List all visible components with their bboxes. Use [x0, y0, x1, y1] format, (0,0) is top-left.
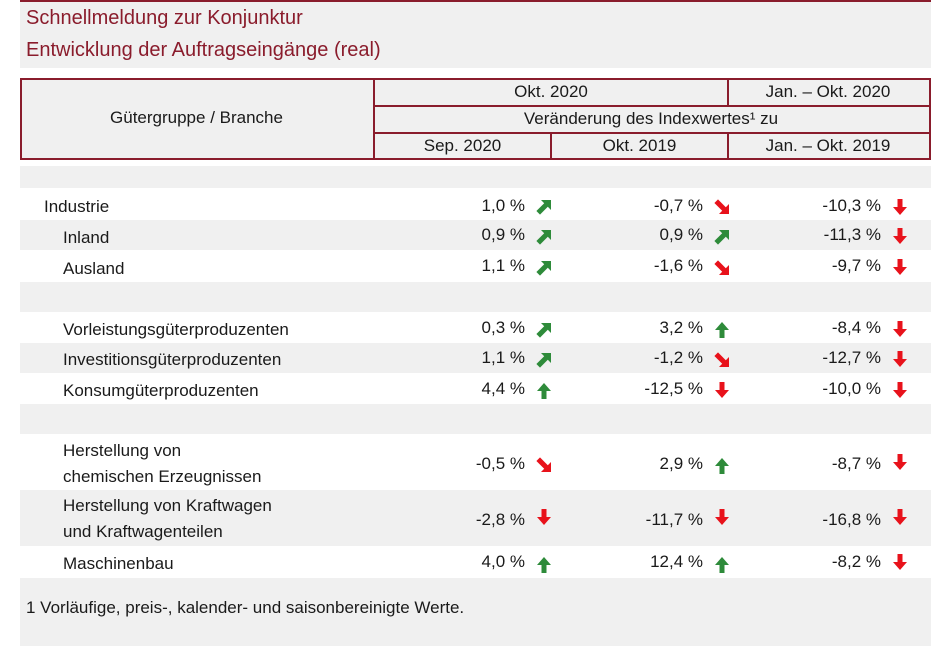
- header-divider: [373, 132, 929, 134]
- value-prev-cumulative: -8,4 %: [831, 318, 881, 337]
- table-row: Inland 0,9 % 0,9 % -11,3 %: [20, 220, 931, 250]
- value-prev-cumulative: -11,3 %: [823, 225, 881, 244]
- arrow-down-right-icon: [535, 456, 553, 474]
- header-col-prev-month: Sep. 2020: [423, 136, 502, 155]
- table-row: Industrie 1,0 % -0,7 % -10,3 %: [20, 193, 931, 219]
- header-period-current: Okt. 2020: [514, 82, 588, 101]
- table-row: Ausland 1,1 % -1,6 % -9,7 %: [20, 251, 931, 281]
- value-prev-cumulative: -8,7 %: [831, 454, 881, 473]
- header-divider: [727, 78, 729, 106]
- value-prev-year: -12,5 %: [644, 379, 703, 398]
- row-label-line2: und Kraftwagenteilen: [63, 522, 223, 541]
- header-change-caption: Veränderung des Indexwertes¹ zu: [523, 109, 779, 128]
- value-prev-month: -2,8 %: [475, 510, 525, 529]
- table-header: Gütergruppe / Branche Okt. 2020 Jan. – O…: [20, 78, 931, 160]
- table-row: Herstellung von Kraftwagen und Kraftwage…: [20, 490, 931, 546]
- footnote-block: 1 Vorläufige, preis-, kalender- und sais…: [20, 578, 931, 646]
- row-label-line2: chemischen Erzeugnissen: [63, 467, 262, 486]
- arrow-down-icon: [891, 381, 909, 399]
- arrow-down-icon: [713, 508, 731, 526]
- arrow-down-icon: [891, 320, 909, 338]
- table-row: Konsumgüterproduzenten 4,4 % -12,5 % -10…: [20, 374, 931, 404]
- value-prev-month: 0,9 %: [481, 225, 525, 244]
- table-row: Maschinenbau 4,0 % 12,4 % -8,2 %: [20, 547, 931, 577]
- value-prev-cumulative: -8,2 %: [831, 552, 881, 571]
- arrow-up-right-icon: [535, 321, 553, 339]
- arrow-down-icon: [891, 198, 909, 216]
- value-prev-year: 12,4 %: [650, 552, 703, 571]
- header-divider: [727, 132, 729, 160]
- spacer-band: [20, 166, 931, 188]
- arrow-down-icon: [535, 508, 553, 526]
- arrow-up-right-icon: [535, 351, 553, 369]
- row-label: Maschinenbau: [63, 554, 174, 573]
- arrow-down-icon: [713, 381, 731, 399]
- table-header-frame: [20, 78, 931, 160]
- header-col-prev-cumulative: Jan. – Okt. 2019: [765, 136, 891, 155]
- page-title: Schnellmeldung zur Konjunktur: [26, 7, 303, 29]
- value-prev-cumulative: -12,7 %: [822, 348, 881, 367]
- row-label: Investitionsgüterproduzenten: [63, 350, 282, 369]
- arrow-down-right-icon: [713, 259, 731, 277]
- row-label: Industrie: [44, 197, 110, 216]
- arrow-up-icon: [713, 321, 731, 339]
- row-label: Inland: [63, 228, 110, 247]
- value-prev-cumulative: -16,8 %: [822, 510, 881, 529]
- value-prev-month: 1,0 %: [481, 196, 525, 215]
- value-prev-month: 4,0 %: [481, 552, 525, 571]
- arrow-up-icon: [713, 556, 731, 574]
- value-prev-month: 4,4 %: [481, 379, 525, 398]
- value-prev-cumulative: -10,3 %: [822, 196, 881, 215]
- arrow-up-icon: [535, 556, 553, 574]
- arrow-down-icon: [891, 350, 909, 368]
- header-group: Gütergruppe / Branche: [110, 108, 283, 127]
- arrow-down-icon: [891, 258, 909, 276]
- value-prev-year: 2,9 %: [659, 454, 703, 473]
- value-prev-cumulative: -9,7 %: [831, 256, 881, 275]
- value-prev-year: 3,2 %: [659, 318, 703, 337]
- title-block: Schnellmeldung zur Konjunktur Entwicklun…: [20, 0, 931, 68]
- header-divider: [550, 132, 552, 160]
- value-prev-year: -11,7 %: [645, 510, 703, 529]
- header-divider: [373, 105, 929, 107]
- footnote: 1 Vorläufige, preis-, kalender- und sais…: [26, 598, 465, 617]
- arrow-up-right-icon: [535, 228, 553, 246]
- spacer-band: [20, 282, 931, 312]
- arrow-down-icon: [891, 553, 909, 571]
- value-prev-month: 1,1 %: [481, 348, 525, 367]
- header-col-prev-year: Okt. 2019: [602, 136, 677, 155]
- value-prev-cumulative: -10,0 %: [822, 379, 881, 398]
- value-prev-month: 1,1 %: [481, 256, 525, 275]
- arrow-up-icon: [535, 382, 553, 400]
- arrow-down-icon: [891, 453, 909, 471]
- row-label: Ausland: [63, 259, 125, 278]
- row-label: Vorleistungsgüterproduzenten: [63, 320, 289, 339]
- arrow-up-right-icon: [713, 228, 731, 246]
- header-divider: [373, 78, 375, 160]
- row-label-line1: Herstellung von Kraftwagen: [63, 496, 272, 515]
- value-prev-year: -1,6 %: [653, 256, 703, 275]
- value-prev-month: 0,3 %: [481, 318, 525, 337]
- spacer-band: [20, 404, 931, 434]
- value-prev-year: -1,2 %: [653, 348, 703, 367]
- table-row: Investitionsgüterproduzenten 1,1 % -1,2 …: [20, 343, 931, 373]
- value-prev-month: -0,5 %: [475, 454, 525, 473]
- row-label-line1: Herstellung von: [63, 441, 182, 460]
- arrow-down-right-icon: [713, 198, 731, 216]
- arrow-down-icon: [891, 508, 909, 526]
- arrow-down-right-icon: [713, 351, 731, 369]
- table-row: Herstellung von chemischen Erzeugnissen …: [20, 436, 931, 490]
- arrow-up-icon: [713, 457, 731, 475]
- value-prev-year: 0,9 %: [659, 225, 703, 244]
- arrow-down-icon: [891, 227, 909, 245]
- page-subtitle: Entwicklung der Auftragseingänge (real): [26, 39, 381, 61]
- arrow-up-right-icon: [535, 198, 553, 216]
- table-row: Vorleistungsgüterproduzenten 0,3 % 3,2 %…: [20, 313, 931, 343]
- header-period-cumulative: Jan. – Okt. 2020: [765, 82, 891, 101]
- value-prev-year: -0,7 %: [653, 196, 703, 215]
- arrow-up-right-icon: [535, 259, 553, 277]
- row-label: Konsumgüterproduzenten: [63, 381, 259, 400]
